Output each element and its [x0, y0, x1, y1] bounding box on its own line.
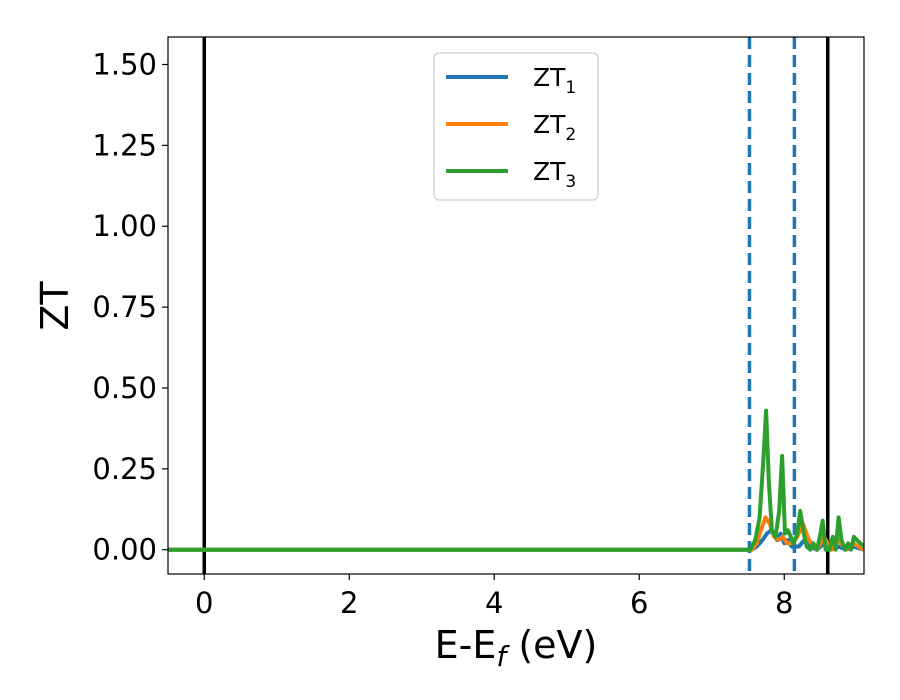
legend-label-sub: 1 — [565, 78, 576, 98]
x-axis-title-main: E-E — [435, 623, 497, 667]
series-line-zt3 — [168, 408, 864, 552]
legend-label-main: ZT — [533, 110, 566, 139]
x-axis-title-unit: (eV) — [506, 623, 597, 667]
y-axis: 0.00 0.25 0.50 0.75 1.00 1.25 1.50 — [92, 47, 168, 567]
y-tick-label: 0.50 — [92, 371, 157, 405]
series-layer — [168, 408, 864, 552]
y-tick-label: 1.00 — [92, 209, 157, 243]
legend-label-main: ZT — [533, 157, 566, 186]
plot-frame — [167, 36, 865, 575]
y-tick-label: 0.75 — [92, 290, 157, 324]
legend-label-zt2: ZT2 — [533, 110, 576, 145]
x-tick-label: 8 — [775, 586, 793, 620]
y-tick-label: 0.25 — [92, 452, 157, 486]
y-tick-label: 1.50 — [92, 47, 157, 81]
y-axis-title: ZT — [33, 281, 77, 331]
y-tick-label: 0.00 — [92, 533, 157, 567]
x-axis: 0 2 4 6 8 — [195, 574, 793, 620]
x-tick-label: 2 — [340, 586, 358, 620]
legend-label-main: ZT — [533, 63, 566, 92]
x-tick-label: 4 — [485, 586, 503, 620]
legend-label-sub: 2 — [565, 125, 576, 145]
x-tick-label: 0 — [195, 586, 213, 620]
x-axis-title: E-Ef (eV) — [435, 623, 598, 673]
legend-label-sub: 3 — [565, 172, 576, 192]
legend-box — [433, 52, 599, 201]
legend-label-zt1: ZT1 — [533, 63, 576, 98]
y-tick-label: 1.25 — [92, 128, 157, 162]
legend-label-zt3: ZT3 — [533, 157, 576, 192]
reference-lines — [202, 37, 830, 574]
x-tick-label: 6 — [630, 586, 648, 620]
